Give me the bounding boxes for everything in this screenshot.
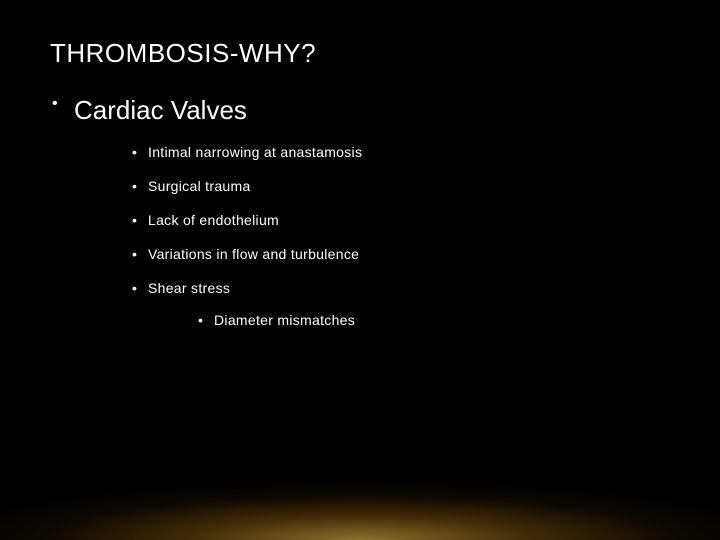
bullet-level2-text: Surgical trauma	[148, 178, 251, 194]
bullet-list-level3: Diameter mismatches	[148, 312, 670, 328]
slide-title: THROMBOSIS-WHY?	[50, 38, 670, 69]
bullet-level2-item: Intimal narrowing at anastamosis	[132, 144, 670, 160]
bullet-level2-text: Intimal narrowing at anastamosis	[148, 144, 362, 160]
bullet-level3-text: Diameter mismatches	[214, 312, 355, 328]
bullet-level2-text: Shear stress	[148, 280, 230, 296]
bullet-level2-text: Variations in flow and turbulence	[148, 246, 359, 262]
bullet-level1-text: Cardiac Valves	[74, 95, 247, 125]
bullet-level2-item: Lack of endothelium	[132, 212, 670, 228]
bullet-level3-item: Diameter mismatches	[198, 312, 670, 328]
bullet-level2-item: Shear stress Diameter mismatches	[132, 280, 670, 328]
slide: THROMBOSIS-WHY? Cardiac Valves Intimal n…	[0, 0, 720, 540]
bullet-level2-item: Surgical trauma	[132, 178, 670, 194]
bullet-level2-item: Variations in flow and turbulence	[132, 246, 670, 262]
bullet-level1-item: Cardiac Valves Intimal narrowing at anas…	[50, 95, 670, 328]
bullet-level2-text: Lack of endothelium	[148, 212, 279, 228]
bullet-list-level2: Intimal narrowing at anastamosis Surgica…	[74, 144, 670, 328]
bullet-list-level1: Cardiac Valves Intimal narrowing at anas…	[50, 95, 670, 328]
